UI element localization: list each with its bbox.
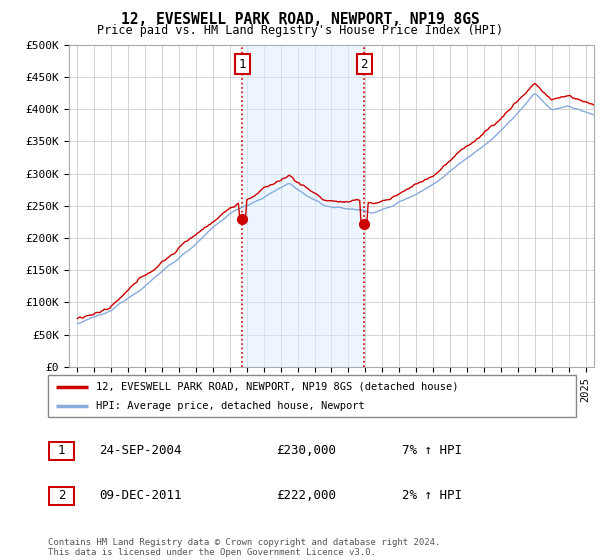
Text: £230,000: £230,000 [276, 444, 336, 458]
Text: 12, EVESWELL PARK ROAD, NEWPORT, NP19 8GS: 12, EVESWELL PARK ROAD, NEWPORT, NP19 8G… [121, 12, 479, 27]
FancyBboxPatch shape [49, 442, 74, 460]
Text: 2: 2 [58, 489, 65, 502]
FancyBboxPatch shape [49, 487, 74, 505]
Text: 2% ↑ HPI: 2% ↑ HPI [402, 489, 462, 502]
Text: Price paid vs. HM Land Registry's House Price Index (HPI): Price paid vs. HM Land Registry's House … [97, 24, 503, 37]
Text: 7% ↑ HPI: 7% ↑ HPI [402, 444, 462, 458]
Text: £222,000: £222,000 [276, 489, 336, 502]
FancyBboxPatch shape [48, 375, 576, 417]
Text: HPI: Average price, detached house, Newport: HPI: Average price, detached house, Newp… [95, 401, 364, 411]
Text: 1: 1 [58, 444, 65, 458]
Text: 2: 2 [361, 58, 368, 71]
Text: Contains HM Land Registry data © Crown copyright and database right 2024.
This d: Contains HM Land Registry data © Crown c… [48, 538, 440, 557]
Text: 1: 1 [238, 58, 246, 71]
Text: 24-SEP-2004: 24-SEP-2004 [99, 444, 182, 458]
Text: 09-DEC-2011: 09-DEC-2011 [99, 489, 182, 502]
Text: 12, EVESWELL PARK ROAD, NEWPORT, NP19 8GS (detached house): 12, EVESWELL PARK ROAD, NEWPORT, NP19 8G… [95, 381, 458, 391]
